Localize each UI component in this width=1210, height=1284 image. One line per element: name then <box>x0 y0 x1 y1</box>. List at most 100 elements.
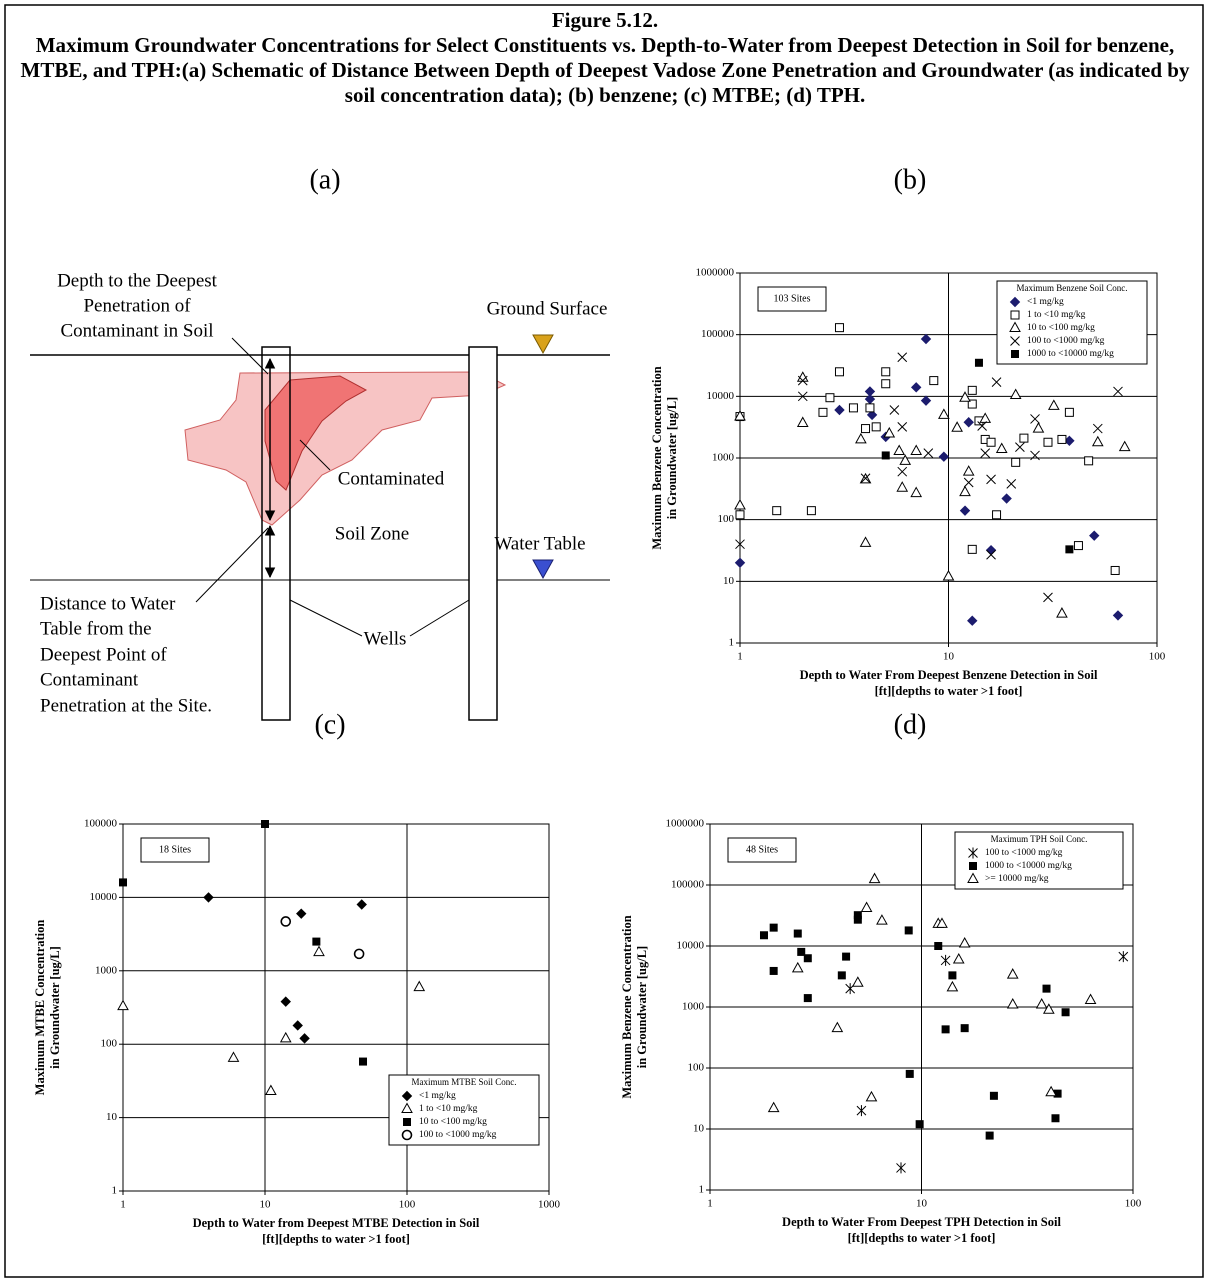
point <box>797 375 808 386</box>
point <box>312 937 321 946</box>
x-tick-label: 1 <box>120 1199 126 1211</box>
x-tick-label: 1000 <box>538 1199 561 1211</box>
y-tick-label: 100 <box>718 513 735 525</box>
point <box>803 994 812 1003</box>
point <box>837 971 846 980</box>
point <box>962 465 975 476</box>
point <box>881 367 891 377</box>
y-tick-label: 10000 <box>677 940 705 952</box>
point <box>280 916 292 927</box>
point <box>803 954 812 963</box>
point <box>861 424 871 434</box>
leader-line <box>409 599 470 637</box>
annotation: 103 Sites <box>774 293 811 304</box>
point <box>889 405 900 415</box>
y-tick-label: 1000 <box>682 1001 705 1013</box>
schematic <box>30 334 610 721</box>
point <box>734 410 746 421</box>
y-tick-label: 1 <box>729 637 735 649</box>
legend-box <box>996 280 1148 365</box>
point <box>842 952 851 961</box>
figure-border <box>4 4 1204 1278</box>
x-tick-label: 1 <box>737 651 743 663</box>
panel-label: (b) <box>894 164 927 195</box>
point <box>735 510 745 520</box>
x-tick-label: 100 <box>1125 1198 1142 1210</box>
legend-marker <box>1011 350 1019 358</box>
point <box>910 382 922 393</box>
point <box>1084 993 1097 1005</box>
point <box>959 485 971 497</box>
point <box>958 936 971 948</box>
point <box>881 451 890 460</box>
point <box>1043 592 1053 603</box>
point <box>1084 456 1094 466</box>
point <box>1053 1089 1062 1098</box>
point <box>413 980 426 992</box>
point <box>856 1105 867 1117</box>
leader-line <box>195 527 269 603</box>
legend-label: 1000 to <10000 mg/kg <box>985 861 1072 871</box>
point <box>915 1120 924 1129</box>
point <box>1042 984 1051 993</box>
legend-marker <box>968 847 978 859</box>
point <box>1073 541 1083 551</box>
point <box>1019 433 1029 443</box>
point <box>967 399 977 409</box>
legend-title: Maximum TPH Soil Conc. <box>991 834 1088 844</box>
y-tick-label: 10000 <box>90 891 118 903</box>
legend-marker <box>1009 321 1021 332</box>
point <box>986 437 996 447</box>
point <box>356 899 367 910</box>
point <box>985 1131 994 1140</box>
point <box>1092 423 1103 434</box>
point <box>1047 399 1060 410</box>
point <box>936 917 948 928</box>
point <box>853 915 862 924</box>
point <box>959 505 971 516</box>
annotation-box <box>757 286 827 312</box>
point <box>1043 437 1053 447</box>
schematic-label: Distance to Water <box>40 593 176 614</box>
point <box>1051 1114 1060 1123</box>
point <box>860 473 871 484</box>
annotation: 18 Sites <box>159 844 191 855</box>
y-axis-title: in Groundwater [ug/L] <box>48 946 62 1068</box>
legend-marker <box>1009 296 1021 308</box>
point <box>910 444 923 455</box>
schematic-label: Contaminant <box>40 669 139 690</box>
figure-title: Figure 5.12. <box>551 8 659 32</box>
water-symbol <box>532 559 554 580</box>
point <box>959 391 971 402</box>
y-axis-title: in Groundwater [ug/L] <box>665 397 679 519</box>
point <box>910 486 923 498</box>
y-axis-title: Maximum Benzene Concentration <box>620 915 634 1098</box>
legend-label: 1000 to <10000 mg/kg <box>1027 349 1114 359</box>
point <box>1056 607 1068 618</box>
legend-title: Maximum Benzene Soil Conc. <box>1017 283 1128 293</box>
point <box>963 477 974 488</box>
point <box>734 498 746 510</box>
legend-marker <box>403 1118 411 1126</box>
legend-marker <box>401 1129 413 1141</box>
y-tick-label: 10 <box>106 1111 118 1123</box>
legend-label: 10 to <100 mg/kg <box>419 1117 487 1127</box>
point <box>1045 1085 1057 1097</box>
point <box>948 971 957 980</box>
point <box>292 1020 303 1031</box>
point <box>261 820 269 828</box>
point <box>848 403 858 413</box>
y-tick-label: 1000000 <box>696 267 735 279</box>
panel-label: (d) <box>894 709 927 740</box>
point <box>1006 997 1019 1009</box>
point <box>989 1091 998 1100</box>
point <box>942 569 955 581</box>
point <box>974 358 983 367</box>
point <box>734 557 746 568</box>
point <box>977 421 987 431</box>
point <box>1065 545 1074 554</box>
y-tick-label: 10000 <box>707 390 735 402</box>
point <box>1006 479 1017 489</box>
legend-label: 100 to <1000 mg/kg <box>985 848 1063 858</box>
point <box>920 333 932 345</box>
